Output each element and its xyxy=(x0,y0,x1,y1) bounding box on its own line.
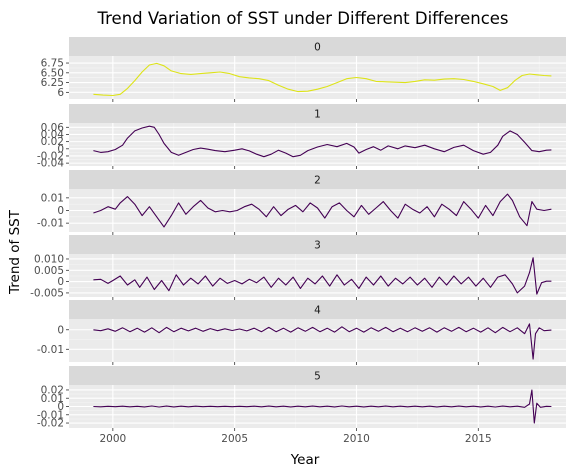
series-line-1 xyxy=(93,125,552,158)
series-line-0 xyxy=(93,62,552,97)
y-tick-label: -0.02 xyxy=(37,151,64,163)
y-tick-label: -0.04 xyxy=(37,158,64,170)
y-tick-label: -0.01 xyxy=(37,344,64,356)
y-tick-label: 0 xyxy=(57,143,64,155)
x-tick-label: 2010 xyxy=(343,433,370,445)
y-tick-label: 0.02 xyxy=(41,136,64,148)
facet-strip-label-4: 4 xyxy=(314,305,321,317)
series-line-2 xyxy=(93,193,552,228)
y-tick-label: 0.02 xyxy=(41,385,64,397)
x-tick-label: 2015 xyxy=(465,433,492,445)
panel-background-4 xyxy=(69,319,566,362)
y-tick-label: 0 xyxy=(57,276,64,288)
y-tick-label: 0.04 xyxy=(41,129,65,141)
panels: 066.256.506.751-0.04-0.0200.020.040.062-… xyxy=(30,37,566,431)
y-tick-label: 6.75 xyxy=(41,58,64,70)
facet-strip-5 xyxy=(69,366,566,385)
x-tick-label: 2005 xyxy=(221,433,248,445)
y-axis-title: Trend of SST xyxy=(7,209,23,295)
y-tick-label: 0 xyxy=(57,205,64,217)
chart-title: Trend Variation of SST under Different D… xyxy=(96,9,508,28)
y-tick-label: 0 xyxy=(57,401,64,413)
panel-background-1 xyxy=(69,123,566,166)
y-tick-label: 0.06 xyxy=(41,122,65,134)
facet-strip-label-5: 5 xyxy=(314,371,321,383)
y-tick-label: 6.25 xyxy=(41,77,64,89)
panel-0: 0 66.256.506.75 xyxy=(41,37,566,102)
x-axis: 2000 2005 2010 2015 xyxy=(99,433,491,445)
y-tick-label: 0.005 xyxy=(34,265,64,277)
y-tick-label: 0.01 xyxy=(41,393,64,405)
y-tick-label: 0.010 xyxy=(34,254,64,266)
facet-strip-4 xyxy=(69,300,566,319)
y-tick-label: -0.01 xyxy=(37,218,64,230)
y-tick-label: -0.005 xyxy=(30,288,64,300)
y-tick-label: -0.01 xyxy=(37,409,64,421)
x-tick-label: 2000 xyxy=(99,433,126,445)
series-line-4 xyxy=(93,323,552,360)
facet-strip-label-0: 0 xyxy=(314,42,321,54)
facet-strip-2 xyxy=(69,170,566,189)
panel-4: 4 -0.01 0 xyxy=(37,300,566,365)
y-tick-label: 6.50 xyxy=(41,67,64,79)
y-tick-label: 0.01 xyxy=(41,192,64,204)
facet-strip-0 xyxy=(69,37,566,56)
series-line-3 xyxy=(93,257,552,295)
facet-strip-3 xyxy=(69,235,566,254)
y-tick-label: -0.02 xyxy=(37,418,64,430)
panel-background-3 xyxy=(69,254,566,297)
facet-strip-1 xyxy=(69,104,566,123)
series-line-5 xyxy=(93,389,552,424)
x-axis-title: Year xyxy=(290,452,320,468)
y-tick-label: 0 xyxy=(57,324,64,336)
y-tick-label: 6 xyxy=(57,87,64,99)
facet-strip-label-3: 3 xyxy=(314,240,321,252)
facet-strip-label-2: 2 xyxy=(314,175,321,187)
facet-strip-label-1: 1 xyxy=(314,109,321,121)
